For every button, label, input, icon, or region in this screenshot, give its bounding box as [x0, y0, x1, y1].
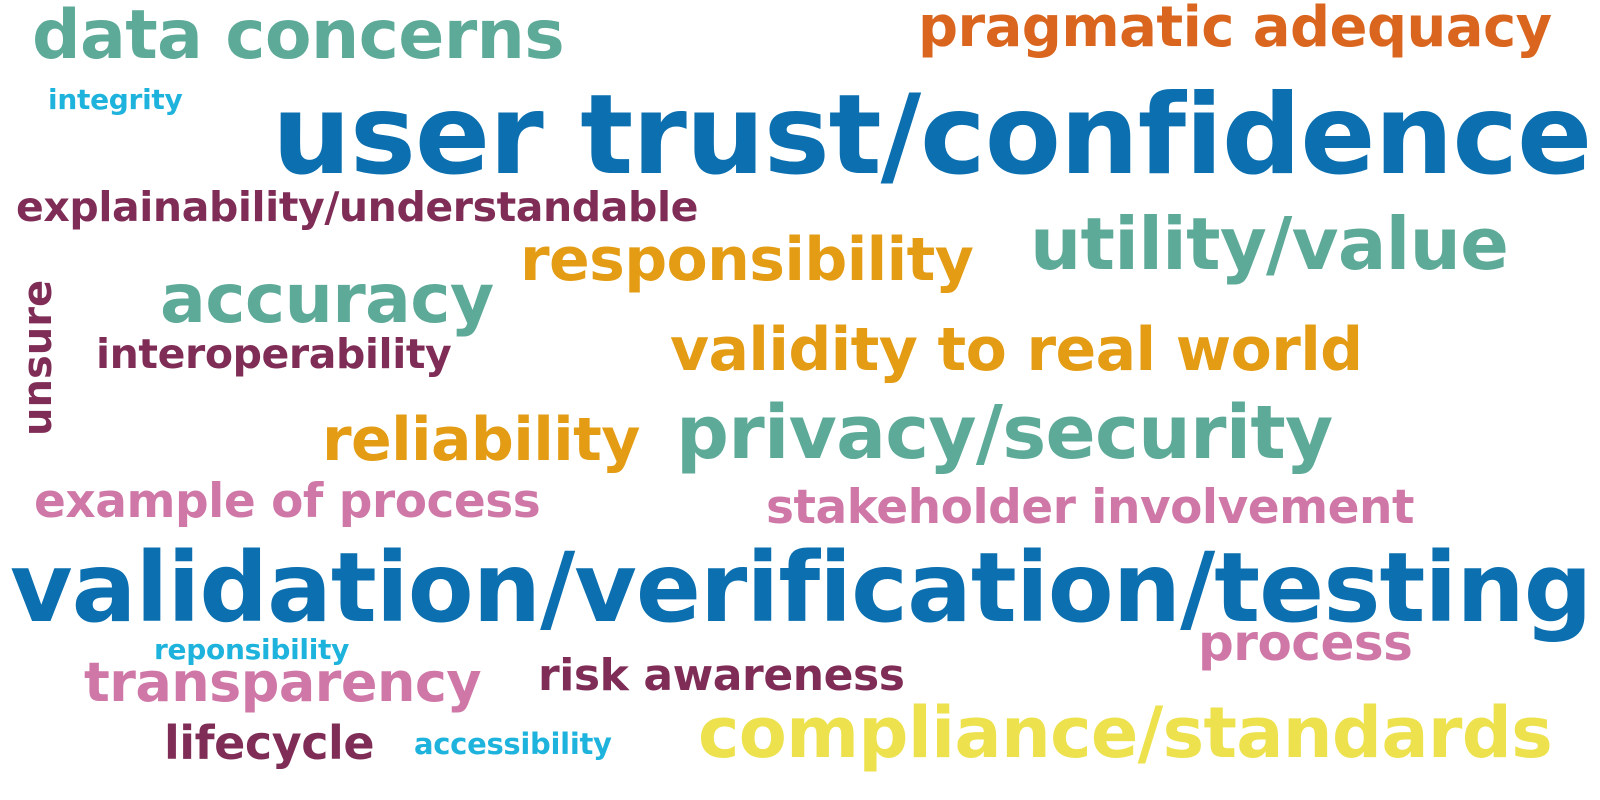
word-privacy-security: privacy/security	[676, 390, 1333, 476]
word-validation-verification-testing: validation/verification/testing	[10, 532, 1592, 644]
word-accuracy: accuracy	[160, 260, 494, 339]
word-explainability-understandable: explainability/understandable	[16, 183, 698, 231]
word-lifecycle: lifecycle	[164, 716, 375, 770]
word-integrity: integrity	[48, 83, 183, 116]
word-stakeholder-involvement: stakeholder involvement	[766, 480, 1415, 535]
word-compliance-standards: compliance/standards	[698, 692, 1553, 774]
word-example-of-process: example of process	[34, 474, 541, 529]
word-process: process	[1198, 614, 1413, 672]
word-reponsibility: reponsibility	[154, 633, 350, 666]
word-transparency: transparency	[84, 651, 482, 714]
word-pragmatic-adequacy: pragmatic adequacy	[918, 0, 1552, 60]
word-user-trust-confidence: user trust/confidence	[272, 71, 1592, 200]
word-responsibility: responsibility	[520, 225, 974, 295]
word-accessibility: accessibility	[414, 727, 612, 761]
word-risk-awareness: risk awareness	[538, 650, 905, 701]
word-validity-to-real-world: validity to real world	[670, 315, 1363, 385]
word-unsure: unsure	[15, 279, 61, 436]
word-data-concerns: data concerns	[32, 0, 565, 75]
word-utility-value: utility/value	[1030, 202, 1509, 286]
word-interoperability: interoperability	[96, 330, 452, 378]
word-reliability: reliability	[322, 405, 640, 475]
